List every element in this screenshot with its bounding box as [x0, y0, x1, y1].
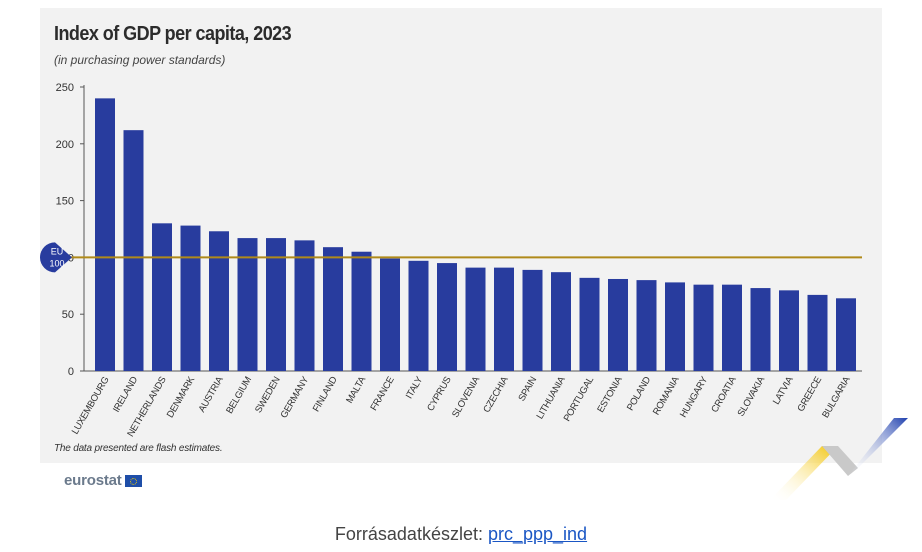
- x-tick-label: CZECHIA: [481, 374, 511, 415]
- eu-label: EU: [51, 246, 64, 256]
- bar: [494, 267, 514, 371]
- bar: [693, 284, 714, 371]
- x-tick-label: POLAND: [625, 375, 653, 413]
- bar: [180, 225, 201, 371]
- bar: [608, 278, 628, 371]
- y-tick-label: 200: [56, 139, 74, 151]
- x-tick-label: SPAIN: [516, 375, 539, 404]
- bar: [750, 288, 771, 371]
- x-tick-label: FRANCE: [368, 375, 396, 413]
- x-tick-label: GREECE: [795, 375, 824, 414]
- bar: [152, 223, 172, 371]
- bar: [351, 251, 372, 371]
- x-tick-label: DENMARK: [165, 374, 198, 420]
- bar: [294, 240, 315, 371]
- x-tick-label: ROMANIA: [651, 374, 682, 417]
- bar: [209, 231, 229, 371]
- source-label: Forrásadatkészlet:: [334, 524, 483, 544]
- y-tick-label: 0: [68, 366, 74, 378]
- eurostat-logo: eurostat: [64, 472, 142, 489]
- chart-subtitle: (in purchasing power standards): [54, 53, 226, 67]
- bar: [836, 298, 856, 371]
- x-tick-label: MALTA: [344, 374, 368, 405]
- x-tick-label: ESTONIA: [595, 374, 625, 414]
- x-tick-label: FINLAND: [311, 375, 340, 414]
- eu-marker: [40, 242, 72, 273]
- x-tick-label: LATVIA: [771, 374, 796, 407]
- x-tick-label: ITALY: [404, 374, 426, 401]
- chart-panel: [40, 8, 882, 463]
- eu-value-label: 100: [49, 258, 64, 268]
- x-tick-label: SWEDEN: [253, 375, 283, 415]
- bar: [522, 269, 543, 371]
- y-tick-label: 50: [62, 309, 74, 321]
- bar: [408, 260, 429, 371]
- x-tick-label: LUXEMBOURG: [70, 375, 112, 436]
- x-tick-label: SLOVENIA: [450, 374, 483, 419]
- bar: [722, 284, 742, 371]
- bar: [380, 258, 400, 371]
- x-tick-label: BELGIUM: [224, 375, 254, 416]
- eu-flag-icon: [124, 474, 142, 487]
- bar: [465, 267, 486, 371]
- bar: [237, 238, 258, 371]
- bar: [323, 247, 343, 371]
- source-line: Forrásadatkészlet: prc_ppp_ind: [0, 524, 922, 545]
- bar: [437, 263, 457, 371]
- bar: [779, 290, 799, 371]
- bar: [579, 277, 600, 371]
- logo-text: eurostat: [64, 472, 122, 489]
- y-tick-label: 250: [56, 82, 74, 94]
- x-tick-label: CROATIA: [709, 374, 739, 414]
- bar: [95, 98, 115, 372]
- x-tick-label: CYPRUS: [425, 375, 453, 413]
- bar: [266, 238, 286, 371]
- footnote: The data presented are flash estimates.: [54, 443, 223, 454]
- x-tick-label: HUNGARY: [678, 374, 711, 420]
- chart-title: Index of GDP per capita, 2023: [54, 23, 292, 45]
- bar: [636, 280, 657, 371]
- bar: [551, 272, 571, 371]
- bar: [123, 130, 144, 371]
- y-tick-label: 150: [56, 196, 74, 208]
- bar: [665, 282, 685, 371]
- x-tick-label: PORTUGAL: [562, 375, 596, 424]
- x-tick-label: AUSTRIA: [197, 374, 227, 414]
- decorative-ribbon-icon: [770, 418, 908, 500]
- source-link[interactable]: prc_ppp_ind: [487, 524, 588, 544]
- x-tick-label: IRELAND: [111, 375, 140, 415]
- bar: [807, 294, 828, 371]
- x-tick-label: GERMANY: [279, 374, 312, 420]
